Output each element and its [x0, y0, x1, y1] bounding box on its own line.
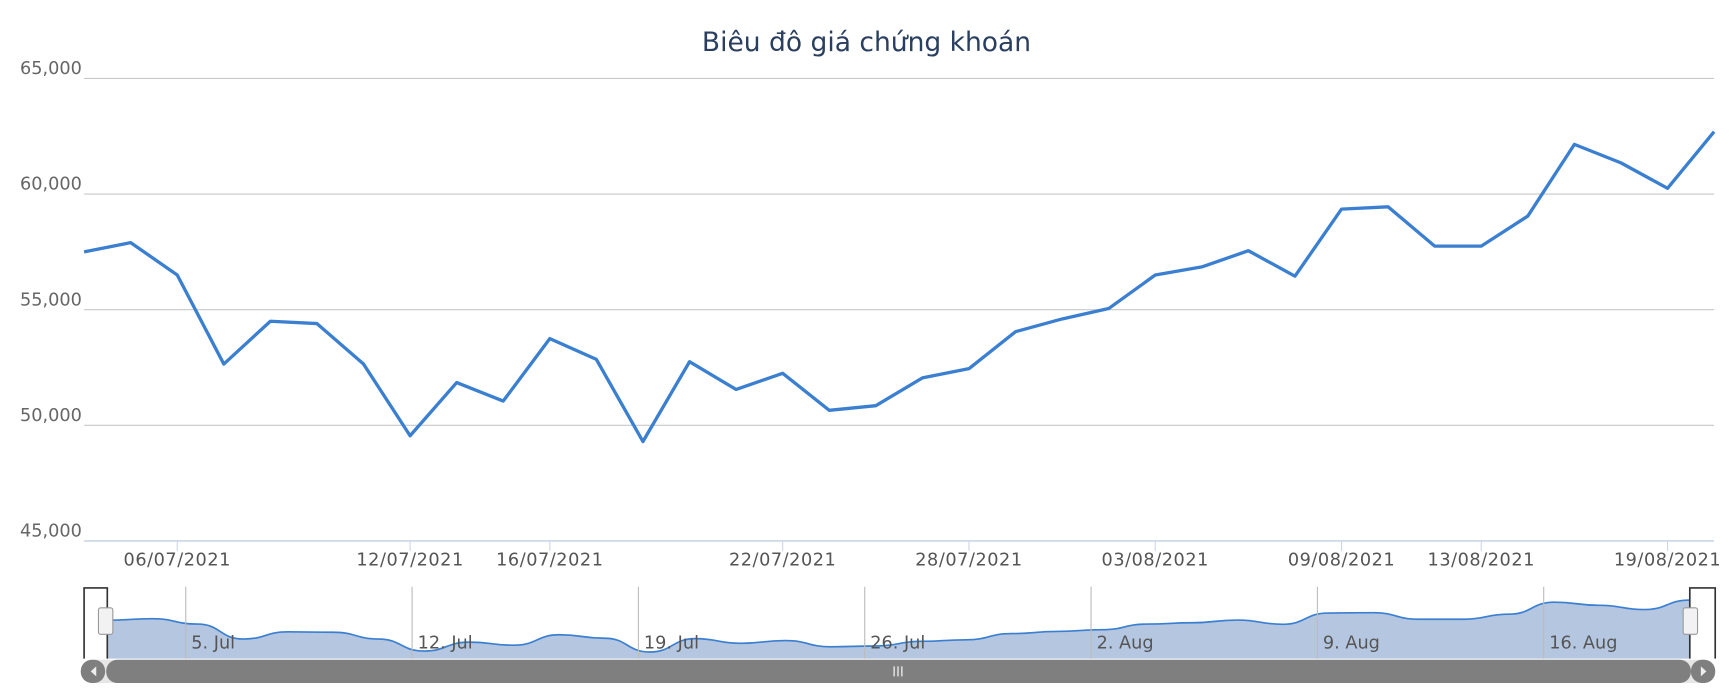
x-tick-label: 03/08/2021: [1102, 550, 1209, 570]
x-tick-label: 09/08/2021: [1288, 550, 1395, 570]
scrollbar: [80, 659, 1716, 683]
navigator-label: 19. Jul: [644, 634, 699, 654]
navigator-label: 12. Jul: [418, 634, 473, 654]
navigator-line: [107, 599, 1690, 653]
navigator-label: 26. Jul: [870, 634, 925, 654]
chart-title: Biêu đô giá chứng khoán: [702, 27, 1031, 58]
navigator-handle-right[interactable]: [1682, 607, 1699, 635]
x-tick-label: 12/07/2021: [356, 550, 463, 570]
x-tick-label: 28/07/2021: [915, 550, 1022, 570]
y-tick-label: 45,000: [20, 522, 82, 542]
x-tick-label: 06/07/2021: [124, 550, 231, 570]
x-tick-label: 13/08/2021: [1428, 550, 1535, 570]
navigator: [83, 587, 1717, 659]
y-tick-label: 65,000: [20, 59, 82, 79]
x-tick-label: 22/07/2021: [729, 550, 836, 570]
navigator-label: 9. Aug: [1323, 634, 1380, 654]
navigator-area: [107, 600, 1690, 659]
navigator-label: 2. Aug: [1097, 634, 1154, 654]
x-tick-label: 16/07/2021: [496, 550, 603, 570]
x-tick-label: 19/08/2021: [1614, 550, 1721, 570]
price-line: [83, 130, 1716, 444]
navigator-label: 16. Aug: [1549, 634, 1617, 654]
navigator-handle-left[interactable]: [97, 607, 114, 635]
y-tick-label: 60,000: [20, 175, 82, 195]
navigator-series: 5. Jul 12. Jul 19. Jul 26. Jul 2. Aug 9. Aug 1…: [107, 586, 1690, 659]
scrollbar-grip: [893, 666, 903, 677]
navigator-label: 5. Jul: [191, 634, 235, 654]
y-tick-label: 50,000: [20, 406, 82, 426]
y-tick-label: 55,000: [20, 290, 82, 310]
